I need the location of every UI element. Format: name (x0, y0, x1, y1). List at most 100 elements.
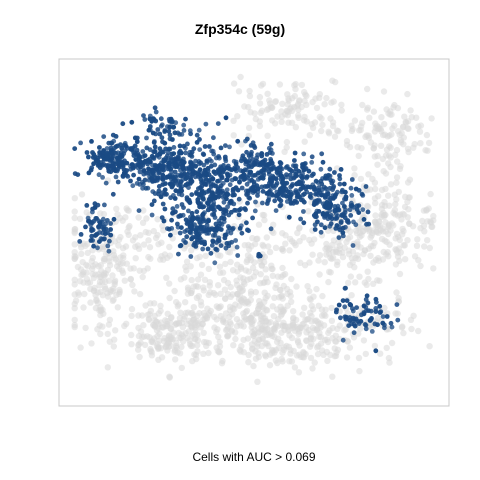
active-cell-point (168, 116, 174, 122)
inactive-cell-point (92, 261, 99, 268)
inactive-cell-point (139, 333, 146, 341)
inactive-cell-point (96, 307, 103, 314)
inactive-cell-point (304, 283, 311, 290)
inactive-cell-point (402, 256, 409, 263)
inactive-cell-point (386, 202, 393, 209)
inactive-cell-point (381, 304, 388, 312)
active-cell-point (206, 200, 212, 205)
inactive-cell-point (374, 277, 381, 284)
inactive-cell-point (261, 351, 269, 359)
active-cell-point (184, 234, 190, 240)
inactive-cell-point (140, 322, 147, 329)
inactive-cell-point (267, 319, 274, 326)
active-cell-point (72, 146, 78, 152)
inactive-cell-point (404, 118, 412, 125)
active-cell-point (351, 330, 357, 336)
active-cell-point (91, 243, 96, 249)
inactive-cell-point (323, 251, 330, 258)
active-cell-point (198, 220, 203, 226)
inactive-cell-point (182, 309, 189, 317)
active-cell-point (104, 156, 110, 162)
active-cell-point (332, 208, 338, 214)
inactive-cell-point (104, 330, 111, 338)
inactive-cell-point (286, 332, 293, 339)
active-cell-point (237, 207, 242, 213)
inactive-cell-point (369, 229, 376, 237)
active-cell-point (189, 192, 195, 198)
inactive-cell-point (174, 303, 181, 310)
active-cell-point (197, 137, 202, 142)
inactive-cell-point (301, 138, 308, 145)
active-cell-point (204, 222, 210, 228)
inactive-cell-point (280, 272, 287, 279)
active-cell-point (169, 226, 175, 231)
active-cell-point (136, 208, 142, 214)
active-cell-point (122, 142, 128, 148)
active-cell-point (183, 150, 189, 156)
active-cell-point (192, 174, 198, 180)
inactive-cell-point (194, 337, 202, 344)
inactive-cell-point (128, 305, 136, 313)
active-cell-point (267, 189, 272, 195)
active-cell-point (233, 176, 239, 182)
inactive-cell-point (81, 290, 88, 298)
active-cell-point (177, 132, 182, 137)
inactive-cell-point (229, 291, 236, 298)
inactive-cell-point (254, 378, 261, 385)
active-cell-point (137, 154, 142, 160)
active-cell-point (168, 155, 174, 161)
inactive-cell-point (295, 369, 303, 376)
active-cell-point (235, 138, 241, 144)
inactive-cell-point (190, 304, 197, 311)
active-cell-point (243, 167, 249, 173)
active-cell-point (172, 130, 178, 136)
active-cell-point (255, 152, 260, 158)
inactive-cell-point (329, 373, 336, 380)
inactive-cell-point (222, 260, 229, 268)
inactive-cell-point (234, 290, 241, 298)
active-cell-point (275, 192, 281, 198)
inactive-cell-point (349, 125, 356, 133)
active-cell-point (327, 166, 333, 172)
active-cell-point (215, 185, 221, 191)
inactive-cell-point (377, 142, 385, 149)
active-cell-point (244, 149, 250, 155)
inactive-cell-point (272, 357, 280, 364)
inactive-cell-point (135, 346, 142, 353)
inactive-cell-point (314, 350, 322, 358)
inactive-cell-point (144, 311, 151, 318)
inactive-cell-point (309, 365, 316, 372)
active-cell-point (186, 208, 191, 214)
active-cell-point (117, 155, 123, 161)
active-cell-point (108, 221, 113, 226)
active-cell-point (191, 146, 197, 152)
chart-title: Zfp354c (59g) (194, 21, 286, 37)
active-cell-point (151, 149, 157, 155)
active-cell-point (236, 212, 242, 218)
inactive-cell-point (105, 321, 113, 328)
active-cell-point (174, 164, 180, 169)
inactive-cell-point (386, 359, 393, 366)
inactive-cell-point (357, 123, 365, 130)
active-cell-point (332, 170, 337, 175)
inactive-cell-point (222, 326, 230, 334)
inactive-cell-point (296, 225, 303, 232)
active-cell-point (341, 211, 346, 217)
active-cell-point (268, 226, 274, 232)
active-cell-point (154, 166, 160, 172)
inactive-cell-point (355, 152, 362, 160)
active-cell-point (295, 191, 300, 197)
active-cell-point (270, 183, 276, 189)
inactive-cell-point (393, 289, 400, 296)
inactive-cell-point (391, 191, 398, 198)
active-cell-point (268, 178, 274, 183)
inactive-cell-point (131, 288, 138, 295)
inactive-cell-point (100, 210, 108, 218)
inactive-cell-point (318, 306, 326, 313)
inactive-cell-point (382, 152, 390, 159)
inactive-cell-point (220, 315, 227, 322)
inactive-cell-point (188, 276, 195, 284)
active-cell-point (175, 154, 181, 160)
active-cell-point (183, 145, 188, 151)
inactive-cell-point (144, 265, 151, 272)
